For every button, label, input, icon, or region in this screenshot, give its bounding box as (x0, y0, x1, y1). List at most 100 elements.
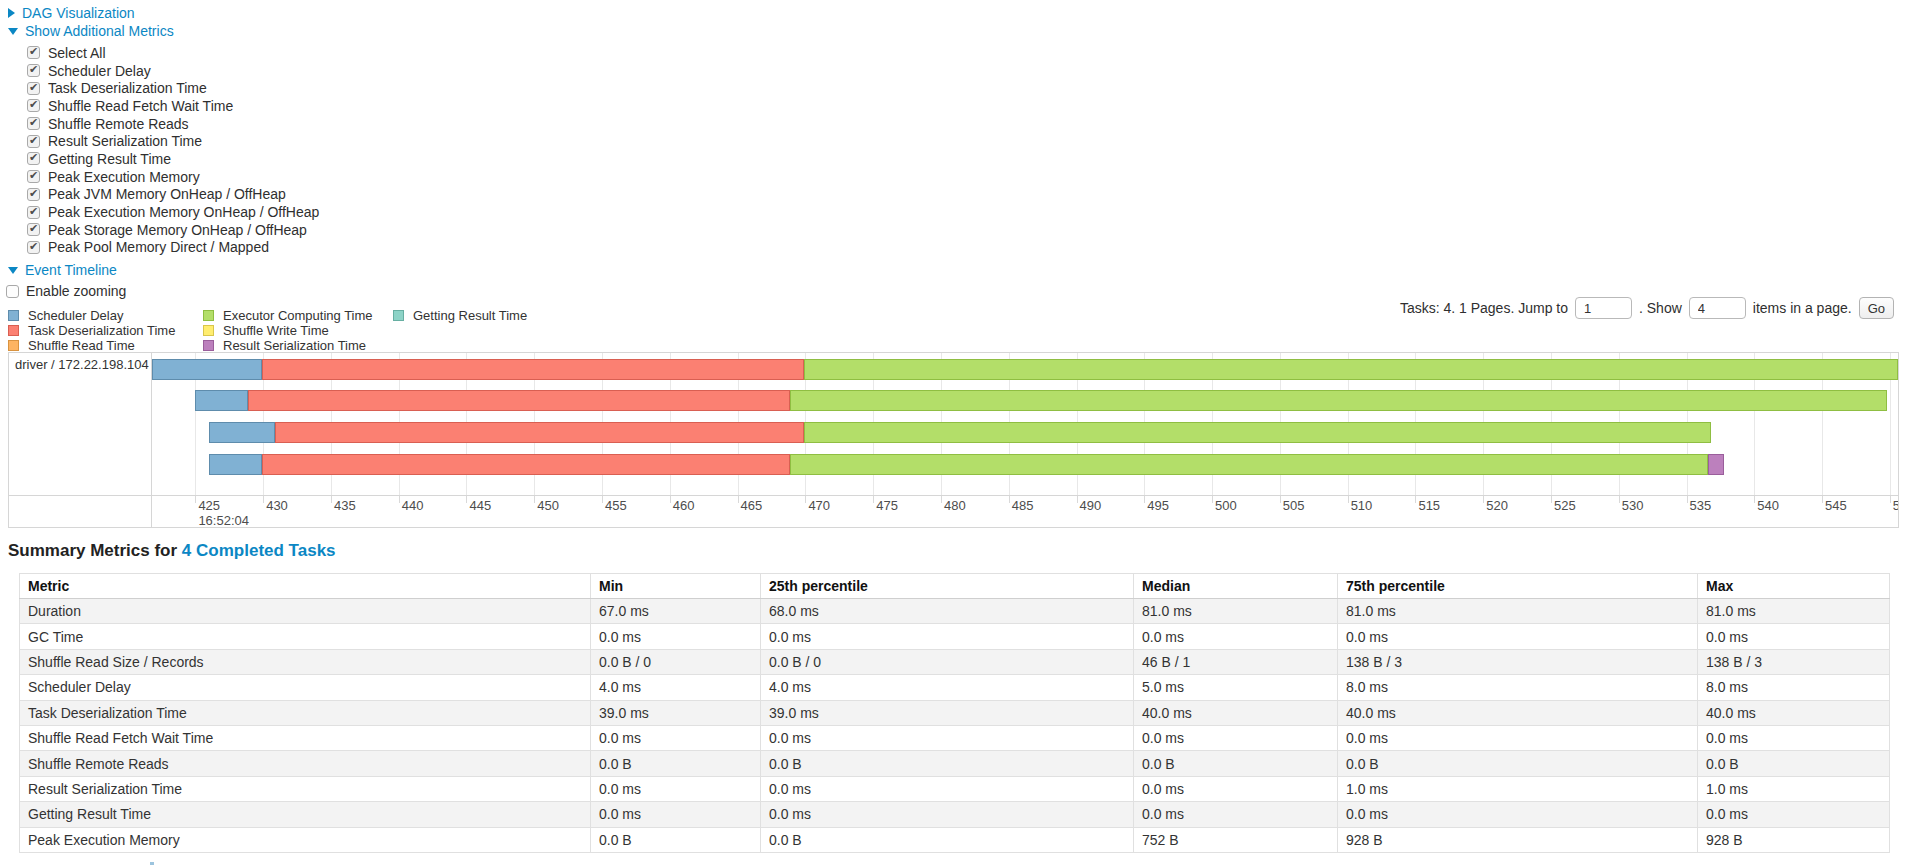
axis-tick-mark (873, 496, 874, 503)
axis-tick-mark (1077, 496, 1078, 503)
timeline-axis: 4254304354404454504554604654704754804854… (9, 495, 1898, 527)
spark-stage-page: DAG Visualization Show Additional Metric… (0, 0, 1907, 865)
metric-value-cell: 0.0 ms (761, 725, 1134, 750)
summary-metrics-heading: Summary Metrics for 4 Completed Tasks (8, 541, 336, 561)
axis-tick-mark (1619, 496, 1620, 503)
axis-tick-mark (1144, 496, 1145, 503)
legend-swatch-icon (203, 340, 214, 351)
table-header-cell: Min (591, 574, 761, 599)
timeline-bar-segment[interactable] (1708, 454, 1724, 475)
metric-name-cell: Duration (20, 599, 591, 624)
timeline-plot (152, 353, 1898, 495)
legend-item: Result Serialization Time (203, 338, 393, 353)
legend-swatch-icon (203, 325, 214, 336)
metric-checkbox-row: Scheduler Delay (27, 62, 319, 80)
timeline-bar-segment[interactable] (209, 422, 275, 443)
metric-value-cell: 67.0 ms (591, 599, 761, 624)
pagination-controls: Tasks: 4. 1 Pages. Jump to . Show items … (1400, 297, 1894, 319)
timeline-bar-segment[interactable] (209, 454, 262, 475)
timeline-axis-scale: 4254304354404454504554604654704754804854… (152, 496, 1898, 528)
table-row: Task Deserialization Time39.0 ms39.0 ms4… (20, 700, 1890, 725)
metric-checkbox-row: Peak Execution Memory (27, 168, 319, 186)
go-button[interactable]: Go (1859, 297, 1894, 319)
metric-checkbox[interactable] (27, 46, 40, 59)
timeline-bar-segment[interactable] (195, 390, 248, 411)
metric-value-cell: 0.0 B (1134, 751, 1338, 776)
dag-visualization-toggle[interactable]: DAG Visualization (8, 5, 135, 21)
show-additional-metrics-toggle[interactable]: Show Additional Metrics (8, 23, 174, 39)
axis-tick-label: 425 (198, 498, 220, 513)
legend-item-label: Getting Result Time (413, 308, 527, 323)
legend-swatch-icon (8, 310, 19, 321)
timeline-bar-segment[interactable] (790, 390, 1887, 411)
timeline-bar-segment[interactable] (248, 390, 790, 411)
metric-checkbox[interactable] (27, 152, 40, 165)
metric-value-cell: 0.0 ms (761, 802, 1134, 827)
axis-tick-mark (399, 496, 400, 503)
axis-tick-label: 470 (808, 498, 830, 513)
metrics-checkbox-list: Select AllScheduler DelayTask Deserializ… (27, 44, 319, 256)
timeline-bar-segment[interactable] (275, 422, 804, 443)
metric-value-cell: 0.0 B (761, 751, 1134, 776)
metric-value-cell: 0.0 ms (591, 725, 761, 750)
timeline-bar-segment[interactable] (262, 359, 804, 380)
metric-checkbox-row: Task Deserialization Time (27, 79, 319, 97)
metric-name-cell: Getting Result Time (20, 802, 591, 827)
axis-tick-label: 495 (1147, 498, 1169, 513)
axis-tick-label: 480 (944, 498, 966, 513)
axis-tick-label: 510 (1351, 498, 1373, 513)
event-timeline-chart: driver / 172.22.198.104 4254304354404454… (8, 352, 1899, 528)
completed-tasks-link[interactable]: 4 Completed Tasks (182, 541, 336, 560)
metric-name-cell: Task Deserialization Time (20, 700, 591, 725)
legend-swatch-icon (8, 340, 19, 351)
table-row: Scheduler Delay4.0 ms4.0 ms5.0 ms8.0 ms8… (20, 675, 1890, 700)
axis-tick-mark (941, 496, 942, 503)
axis-tick-mark (1212, 496, 1213, 503)
metric-checkbox-row: Peak JVM Memory OnHeap / OffHeap (27, 186, 319, 204)
jump-to-page-input[interactable] (1575, 297, 1632, 319)
axis-tick-mark (1754, 496, 1755, 503)
metric-checkbox[interactable] (27, 206, 40, 219)
axis-tick-label: 540 (1757, 498, 1779, 513)
metric-checkbox-label: Result Serialization Time (48, 133, 202, 149)
metric-value-cell: 0.0 ms (1134, 776, 1338, 801)
metric-checkbox[interactable] (27, 188, 40, 201)
metric-checkbox[interactable] (27, 135, 40, 148)
metric-value-cell: 0.0 ms (1134, 802, 1338, 827)
metric-value-cell: 0.0 ms (1698, 802, 1890, 827)
metric-checkbox[interactable] (27, 223, 40, 236)
legend-item: Getting Result Time (393, 308, 563, 323)
timeline-bar-segment[interactable] (804, 422, 1711, 443)
axis-tick-mark (1551, 496, 1552, 503)
axis-tick-label: 440 (402, 498, 424, 513)
metric-value-cell: 0.0 ms (1338, 725, 1698, 750)
metric-value-cell: 0.0 B (591, 751, 761, 776)
timeline-bar-segment[interactable] (152, 359, 262, 380)
metric-checkbox[interactable] (27, 241, 40, 254)
timeline-bar-segment[interactable] (804, 359, 1898, 380)
axis-tick-mark (331, 496, 332, 503)
table-row: Duration67.0 ms68.0 ms81.0 ms81.0 ms81.0… (20, 599, 1890, 624)
axis-tick-label: 460 (673, 498, 695, 513)
table-row: Result Serialization Time0.0 ms0.0 ms0.0… (20, 776, 1890, 801)
axis-tick-label: 530 (1622, 498, 1644, 513)
legend-column: Getting Result Time (393, 308, 563, 353)
axis-tick-label: 515 (1418, 498, 1440, 513)
axis-tick-label: 475 (876, 498, 898, 513)
metric-checkbox[interactable] (27, 99, 40, 112)
legend-item: Executor Computing Time (203, 308, 393, 323)
timeline-bar-segment[interactable] (262, 454, 791, 475)
tasks-pages-label: Tasks: 4. 1 Pages. Jump to (1400, 300, 1568, 316)
items-per-page-input[interactable] (1689, 297, 1746, 319)
metric-checkbox[interactable] (27, 82, 40, 95)
timeline-bar-segment[interactable] (790, 454, 1708, 475)
axis-tick-mark (534, 496, 535, 503)
metric-checkbox[interactable] (27, 170, 40, 183)
enable-zooming-checkbox[interactable] (6, 285, 19, 298)
metric-name-cell: Peak Execution Memory (20, 827, 591, 852)
event-timeline-toggle[interactable]: Event Timeline (8, 262, 117, 278)
metric-value-cell: 39.0 ms (761, 700, 1134, 725)
metric-checkbox[interactable] (27, 64, 40, 77)
chevron-down-icon (8, 267, 18, 274)
metric-checkbox[interactable] (27, 117, 40, 130)
